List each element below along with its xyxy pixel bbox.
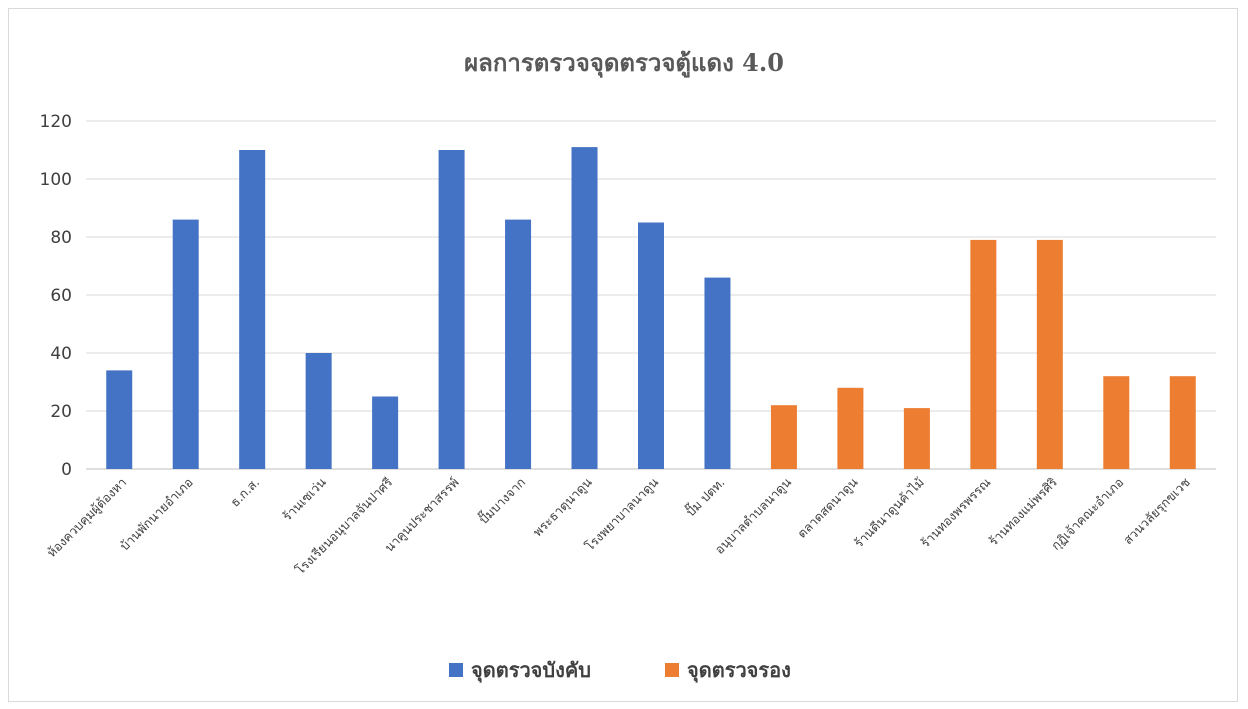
bars: [106, 147, 1196, 469]
legend-label: จุดตรวจรอง: [687, 658, 791, 683]
bar-primary: [704, 277, 731, 469]
y-tick-label: 60: [50, 286, 72, 306]
bar-secondary: [970, 239, 997, 469]
bar-secondary: [837, 387, 864, 469]
x-category-label: ปั๊มบางจาก: [474, 473, 528, 527]
y-axis-ticks: 0 20 40 60 80 100 120: [40, 112, 72, 480]
x-category-label: ร้านทองพรพรรณ: [918, 474, 994, 550]
bar-primary: [172, 219, 199, 469]
bar-primary: [372, 396, 399, 469]
bar-primary: [106, 370, 133, 469]
legend-swatch: [449, 663, 463, 677]
bar-primary: [505, 219, 532, 469]
y-tick-label: 120: [40, 112, 72, 132]
y-tick-label: 40: [50, 344, 72, 364]
x-category-label: บ้านพักนายอำเภอ: [117, 475, 196, 554]
x-category-label: โรงพยาบาลนาดูน: [582, 474, 662, 554]
bar-primary: [239, 150, 266, 469]
bar-primary: [571, 147, 598, 469]
bar-secondary: [770, 405, 797, 469]
x-category-label: ตลาดสดนาดูน: [794, 474, 861, 541]
y-tick-label: 100: [40, 170, 72, 190]
chart-frame: ผลการตรวจจุดตรวจตู้แดง 4.0 0 20 40 60 80 100 1…: [8, 8, 1238, 702]
x-category-label: กุฏิเจ้าคณะอำเภอ: [1048, 475, 1127, 554]
bar-secondary: [1036, 239, 1063, 469]
legend-swatch: [665, 663, 679, 677]
bar-primary: [305, 353, 332, 469]
x-category-label: ร้านเซเว่น: [279, 474, 329, 524]
x-category-label: ปั๊ม ปตท.: [681, 473, 727, 519]
bar-secondary: [1103, 376, 1130, 469]
y-tick-label: 20: [50, 402, 72, 422]
legend: จุดตรวจบังคับ จุดตรวจรอง: [449, 658, 791, 683]
bar-primary: [638, 222, 664, 469]
chart-title: ผลการตรวจจุดตรวจตู้แดง 4.0: [464, 48, 784, 79]
x-category-label: ร้านดีนาดูนค้าไม้: [851, 475, 928, 552]
bar-primary: [438, 150, 465, 469]
bar-secondary: [903, 408, 930, 469]
x-category-label: ธ.ก.ส.: [227, 475, 262, 510]
bar-chart: ผลการตรวจจุดตรวจตู้แดง 4.0 0 20 40 60 80 100 1…: [40, 48, 1216, 683]
x-category-label: ห้องควบคุมผู้ต้องหา: [44, 475, 130, 561]
bar-secondary: [1169, 376, 1196, 469]
x-category-label: ร้านทองแม่พรศิริ: [986, 474, 1060, 548]
y-tick-label: 80: [50, 228, 72, 248]
legend-label: จุดตรวจบังคับ: [471, 658, 591, 683]
x-category-label: พระธาตุนาดูน: [530, 474, 596, 540]
y-tick-label: 0: [61, 460, 72, 480]
x-category-label: สวนวลัยรุกขเวช: [1120, 475, 1193, 548]
